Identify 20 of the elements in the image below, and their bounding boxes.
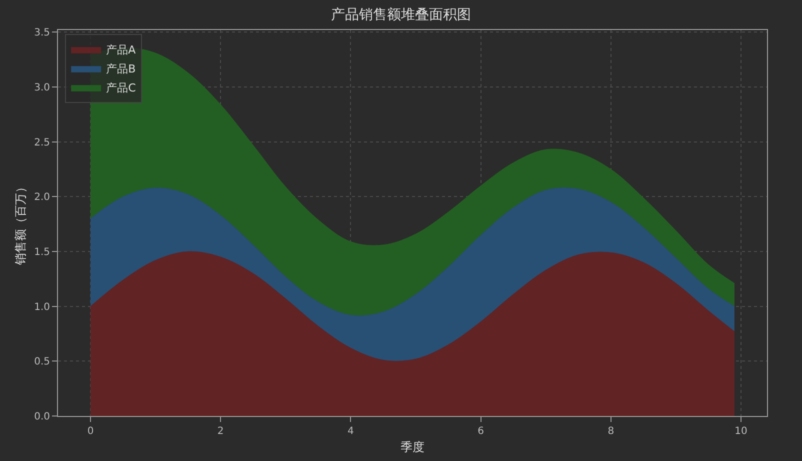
legend-label: 产品B <box>106 62 136 76</box>
chart-title: 产品销售额堆叠面积图 <box>331 7 471 24</box>
x-tick-label: 2 <box>217 426 224 437</box>
x-tick-label: 8 <box>608 426 614 437</box>
x-axis-title: 季度 <box>400 440 424 454</box>
x-tick-label: 10 <box>734 426 748 437</box>
y-axis-title: 销售额（百万） <box>13 181 28 266</box>
x-tick-label: 0 <box>87 426 94 437</box>
y-tick-label: 0.5 <box>34 356 50 368</box>
y-tick-label: 1.5 <box>34 247 50 258</box>
x-tick-label: 6 <box>478 426 484 437</box>
legend-label: 产品C <box>106 82 136 95</box>
legend-label: 产品A <box>106 44 136 57</box>
y-tick-label: 2.5 <box>34 137 50 148</box>
y-tick-label: 2.0 <box>34 192 50 204</box>
y-tick-label: 3.5 <box>34 28 50 39</box>
x-tick-label: 4 <box>348 426 354 437</box>
y-tick-label: 1.0 <box>34 302 50 313</box>
y-tick-label: 3.0 <box>34 82 50 94</box>
y-tick-label: 0.0 <box>34 412 50 422</box>
